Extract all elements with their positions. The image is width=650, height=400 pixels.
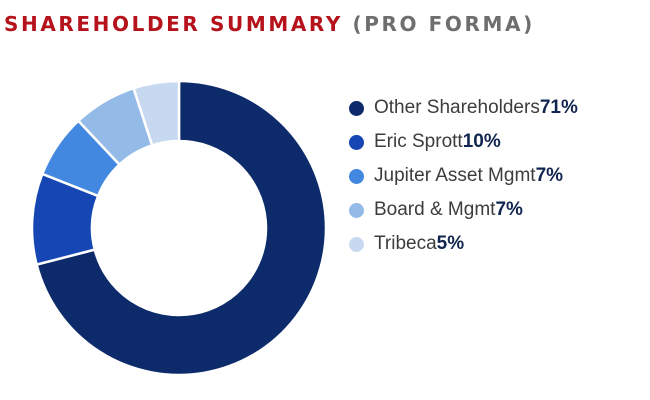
- chart-title-sub: (PRO FORMA): [352, 12, 535, 36]
- legend-item: Tribeca 5%: [349, 227, 578, 261]
- legend-dot-icon: [349, 236, 364, 252]
- donut-slice-1: [35, 79, 328, 377]
- legend-item: Other Shareholders 71%: [349, 91, 578, 125]
- legend-label: Jupiter Asset Mgmt: [374, 165, 536, 186]
- legend-dot-icon: [349, 134, 364, 150]
- legend-item: Eric Sprott 10%: [349, 125, 578, 159]
- legend-label: Board & Mgmt: [374, 199, 496, 220]
- legend-item: Jupiter Asset Mgmt 7%: [349, 159, 578, 193]
- donut-slice-5: [131, 79, 181, 147]
- legend-label: Eric Sprott: [374, 131, 463, 152]
- legend-value: 10%: [462, 131, 501, 152]
- legend-value: 5%: [436, 233, 465, 254]
- chart-title: SHAREHOLDER SUMMARY (PRO FORMA): [4, 14, 535, 34]
- legend-value: 7%: [535, 165, 564, 186]
- legend-value: 71%: [539, 97, 578, 118]
- donut-chart: [30, 79, 328, 377]
- legend-dot-icon: [349, 202, 364, 218]
- legend-item: Board & Mgmt 7%: [349, 193, 578, 227]
- legend-value: 7%: [495, 199, 523, 220]
- chart-legend: Other Shareholders 71% Eric Sprott 10% Jupit…: [349, 91, 578, 261]
- legend-dot-icon: [349, 100, 364, 116]
- legend-label: Tribeca: [374, 233, 437, 254]
- chart-title-main: SHAREHOLDER SUMMARY: [4, 12, 343, 36]
- legend-dot-icon: [349, 168, 364, 184]
- legend-label: Other Shareholders: [374, 97, 540, 118]
